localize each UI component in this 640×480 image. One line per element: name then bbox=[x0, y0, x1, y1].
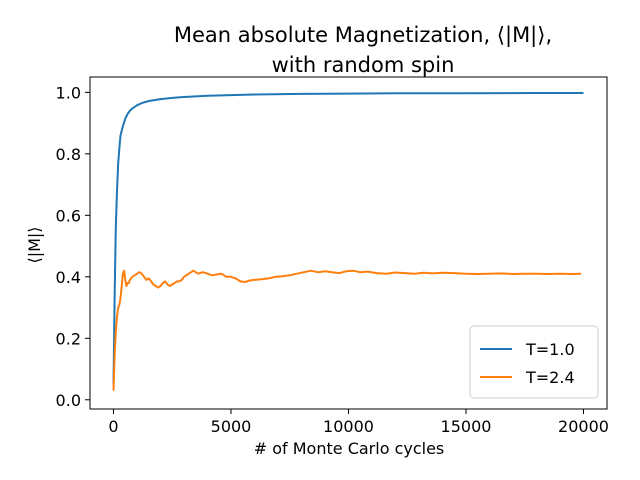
legend: T=1.0 T=2.4 bbox=[469, 325, 599, 399]
x-tick-label: 10000 bbox=[323, 417, 374, 436]
series-line-1 bbox=[112, 269, 582, 391]
x-tick-label: 0 bbox=[108, 417, 118, 436]
y-tick-label: 0.8 bbox=[56, 145, 81, 164]
x-axis-label: # of Monte Carlo cycles bbox=[254, 439, 445, 458]
y-tick-label: 0.2 bbox=[56, 329, 81, 348]
plot-lines bbox=[112, 92, 584, 391]
x-tick-label: 15000 bbox=[441, 417, 492, 436]
series-line-0 bbox=[112, 92, 584, 385]
y-axis-ticks: 0.0 0.2 0.4 0.6 0.8 1.0 bbox=[56, 83, 90, 410]
y-axis-label: ⟨|M|⟩ bbox=[25, 226, 44, 263]
chart-title-line-1: Mean absolute Magnetization, ⟨|M|⟩, bbox=[174, 23, 552, 48]
legend-label-0: T=1.0 bbox=[525, 340, 575, 359]
chart-title: Mean absolute Magnetization, ⟨|M|⟩, with… bbox=[174, 23, 552, 77]
plot-area-frame bbox=[89, 76, 608, 410]
y-tick-label: 0.0 bbox=[56, 391, 81, 410]
x-tick-label: 20000 bbox=[558, 417, 609, 436]
y-tick-label: 0.4 bbox=[56, 268, 81, 287]
y-tick-label: 0.6 bbox=[56, 206, 81, 225]
x-tick-label: 5000 bbox=[211, 417, 252, 436]
chart-title-line-2: with random spin bbox=[272, 53, 455, 77]
legend-box bbox=[469, 325, 599, 399]
x-axis-ticks: 0 5000 10000 15000 20000 bbox=[108, 409, 609, 436]
legend-label-1: T=2.4 bbox=[525, 368, 575, 387]
y-tick-label: 1.0 bbox=[56, 83, 81, 102]
